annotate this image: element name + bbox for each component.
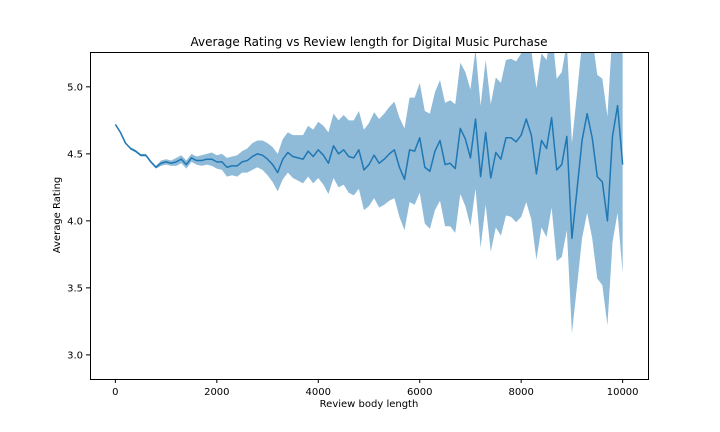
chart-title: Average Rating vs Review length for Digi… (191, 35, 548, 49)
confidence-band (115, 52, 623, 334)
x-axis: 0 2000 4000 6000 8000 10000 (112, 379, 639, 398)
plot-area (114, 52, 624, 334)
y-tick-label: 4.0 (67, 216, 83, 227)
x-tick-label: 2000 (204, 387, 229, 398)
x-tick-label: 4000 (306, 387, 331, 398)
series-line (114, 104, 624, 240)
y-tick-label: 4.5 (67, 149, 83, 160)
x-tick-label: 6000 (407, 387, 432, 398)
x-tick-label: 0 (112, 387, 118, 398)
x-tick-label: 10000 (607, 387, 639, 398)
x-tick-label: 8000 (508, 387, 533, 398)
x-axis-label: Review body length (320, 399, 419, 410)
y-tick-label: 3.5 (67, 283, 83, 294)
y-axis-label: Average Rating (52, 177, 63, 253)
y-tick-label: 5.0 (67, 82, 83, 93)
plot-frame (90, 52, 649, 380)
y-tick-label: 3.0 (67, 350, 83, 361)
y-axis: 3.0 3.5 4.0 4.5 5.0 (67, 82, 90, 361)
